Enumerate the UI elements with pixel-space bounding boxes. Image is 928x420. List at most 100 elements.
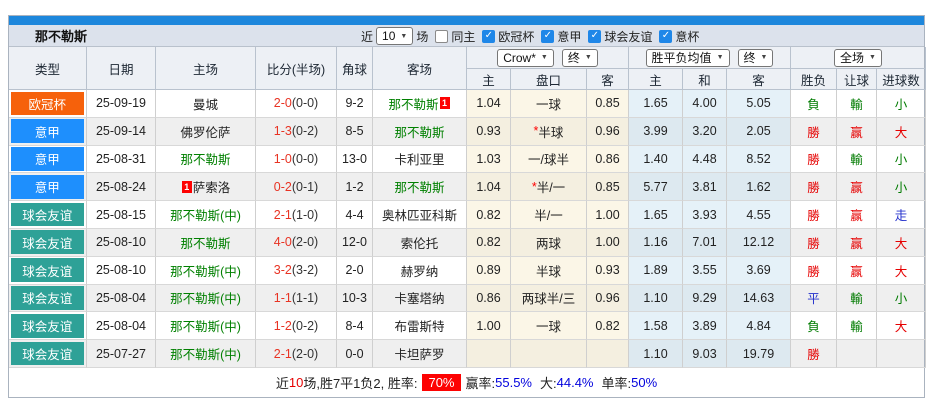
odds-metric-select[interactable]: 胜平负均值 ▼ bbox=[645, 48, 730, 67]
ah-home-odds: 0.86 bbox=[467, 284, 511, 313]
ah-line-cell: 半球 bbox=[511, 256, 587, 285]
home-team-cell[interactable]: 那不勒斯(中) bbox=[156, 312, 256, 341]
league-checkbox-serie-a[interactable]: ✓ bbox=[541, 29, 555, 43]
league-type-cell: 球会友谊 bbox=[9, 256, 87, 285]
team-history-panel: 那不勒斯 近 10 ▼ 场 同主 ✓ 欧冠杯 ✓ 意甲 ✓ 球会友谊 ✓ 意杯 类… bbox=[8, 15, 926, 398]
home-team-cell[interactable]: 曼城 bbox=[156, 90, 256, 118]
odds-away-cell: 14.63 bbox=[727, 284, 791, 313]
handicap-result-cell: 赢 bbox=[837, 228, 877, 257]
bookmaker-select[interactable]: Crow* ▼ bbox=[497, 48, 554, 67]
home-team-cell[interactable]: 1 萨索洛 bbox=[156, 173, 256, 202]
league-type-cell: 意甲 bbox=[9, 117, 87, 146]
odds-state-select[interactable]: 终 ▼ bbox=[737, 48, 774, 67]
odds-draw-cell: 4.48 bbox=[683, 145, 727, 174]
date-cell: 25-08-24 bbox=[87, 173, 156, 202]
same-home-label: 同主 bbox=[451, 29, 476, 44]
col-header-goals: 进球数 bbox=[877, 69, 926, 90]
home-team-name: 那不勒斯(中) bbox=[170, 292, 241, 307]
ah-line-text: 半/一 bbox=[536, 181, 566, 196]
chevron-down-icon: ▼ bbox=[716, 54, 724, 61]
away-team-cell[interactable]: 奥林匹亚科斯 bbox=[373, 201, 467, 229]
single-rate-value: 50% bbox=[631, 374, 658, 390]
home-team-cell[interactable]: 佛罗伦萨 bbox=[156, 117, 256, 146]
away-team-name: 那不勒斯 bbox=[388, 97, 439, 112]
home-team-cell[interactable]: 那不勒斯(中) bbox=[156, 201, 256, 229]
corner-cell: 8-4 bbox=[337, 312, 373, 341]
away-team-cell[interactable]: 那不勒斯 bbox=[373, 173, 467, 202]
ah-away-odds: 0.86 bbox=[587, 145, 629, 174]
recent-label: 近 bbox=[361, 29, 374, 44]
league-checkbox-friendly[interactable]: ✓ bbox=[588, 29, 602, 43]
away-team-cell[interactable]: 卡利亚里 bbox=[373, 145, 467, 174]
away-team-cell[interactable]: 那不勒斯 1 bbox=[373, 90, 467, 118]
home-team-cell[interactable]: 那不勒斯(中) bbox=[156, 340, 256, 368]
odds-home-cell: 1.10 bbox=[629, 340, 683, 368]
fulltime-score: 1-2 bbox=[273, 318, 292, 333]
league-type-badge: 球会友谊 bbox=[10, 341, 84, 366]
col-header-ah-line: 盘口 bbox=[511, 69, 587, 90]
handicap-result-cell: 輸 bbox=[837, 145, 877, 174]
odds-home-cell: 1.65 bbox=[629, 90, 683, 118]
result-cell: 勝 bbox=[791, 145, 837, 174]
star-mark: * bbox=[533, 124, 539, 139]
away-team-cell[interactable]: 布雷斯特 bbox=[373, 312, 467, 341]
league-checkbox-champions[interactable]: ✓ bbox=[482, 29, 496, 43]
away-team-name: 卡塞塔纳 bbox=[394, 292, 445, 307]
result-cell: 負 bbox=[791, 90, 837, 118]
ah-home-odds: 0.82 bbox=[467, 201, 511, 229]
table-row: 意甲 25-08-31 那不勒斯 1-0 (0-0) 13-0 卡利亚里 1.03… bbox=[9, 145, 926, 174]
corner-cell: 9-2 bbox=[337, 90, 373, 118]
same-home-checkbox[interactable] bbox=[435, 29, 449, 43]
odds-home-cell: 1.89 bbox=[629, 256, 683, 285]
ah-line-text: 两球半/三 bbox=[521, 292, 576, 307]
result-cell: 負 bbox=[791, 312, 837, 341]
halftime-score: (0-0) bbox=[291, 151, 319, 166]
home-team-cell[interactable]: 那不勒斯(中) bbox=[156, 256, 256, 285]
away-team-cell[interactable]: 卡塞塔纳 bbox=[373, 284, 467, 313]
score-cell: 2-1 (2-0) bbox=[256, 340, 337, 368]
odds-draw-cell: 3.93 bbox=[683, 201, 727, 229]
result-cell: 平 bbox=[791, 284, 837, 313]
ah-away-odds: 0.96 bbox=[587, 284, 629, 313]
win-rate-badge: 70% bbox=[422, 373, 461, 391]
league-checkbox-coppa[interactable]: ✓ bbox=[659, 29, 673, 43]
handicap-result-cell: 輸 bbox=[837, 284, 877, 313]
result-cell: 勝 bbox=[791, 340, 837, 368]
odds-away-cell: 1.62 bbox=[727, 173, 791, 202]
away-team-cell[interactable]: 卡坦萨罗 bbox=[373, 340, 467, 368]
away-team-cell[interactable]: 赫罗纳 bbox=[373, 256, 467, 285]
home-team-cell[interactable]: 那不勒斯 bbox=[156, 145, 256, 174]
halftime-score: (0-0) bbox=[291, 96, 319, 111]
league-type-badge: 意甲 bbox=[10, 119, 84, 144]
league-type-badge: 球会友谊 bbox=[10, 286, 84, 310]
fulltime-score: 2-0 bbox=[273, 96, 292, 111]
fulltime-score: 1-3 bbox=[273, 124, 292, 139]
table-row: 球会友谊 25-08-10 那不勒斯 4-0 (2-0) 12-0 索伦托 0.8… bbox=[9, 228, 926, 257]
date-cell: 25-08-31 bbox=[87, 145, 156, 174]
away-team-cell[interactable]: 那不勒斯 bbox=[373, 117, 467, 146]
ah-line-cell: 一球 bbox=[511, 312, 587, 341]
home-team-cell[interactable]: 那不勒斯(中) bbox=[156, 284, 256, 313]
scope-select[interactable]: 全场 ▼ bbox=[834, 48, 882, 67]
date-cell: 25-09-19 bbox=[87, 90, 156, 118]
bookmaker-state-select[interactable]: 终 ▼ bbox=[561, 48, 598, 67]
odds-away-cell: 5.05 bbox=[727, 90, 791, 118]
halftime-score: (2-0) bbox=[291, 346, 319, 361]
ah-home-odds: 1.04 bbox=[467, 90, 511, 118]
away-team-name: 卡坦萨罗 bbox=[394, 348, 445, 363]
home-team-cell[interactable]: 那不勒斯 bbox=[156, 228, 256, 257]
league-label-coppa: 意杯 bbox=[675, 29, 700, 44]
ah-line-cell: * 半球 bbox=[511, 117, 587, 146]
bookmaker-value: Crow* bbox=[503, 50, 536, 65]
away-team-cell[interactable]: 索伦托 bbox=[373, 228, 467, 257]
goals-result-cell: 小 bbox=[877, 145, 926, 174]
recent-count-select[interactable]: 10 ▼ bbox=[376, 27, 414, 45]
table-header: 类型 日期 主场 比分(半场) 角球 客场 Crow* ▼ 终 ▼ 胜平负均值 ▼ 终… bbox=[9, 47, 926, 90]
ah-home-odds bbox=[467, 340, 511, 368]
handicap-result-cell: 赢 bbox=[837, 117, 877, 146]
ah-away-odds: 0.96 bbox=[587, 117, 629, 146]
odds-draw-cell: 3.89 bbox=[683, 312, 727, 341]
odds-draw-cell: 3.20 bbox=[683, 117, 727, 146]
odds-away-cell: 19.79 bbox=[727, 340, 791, 368]
home-team-name: 曼城 bbox=[192, 97, 218, 112]
